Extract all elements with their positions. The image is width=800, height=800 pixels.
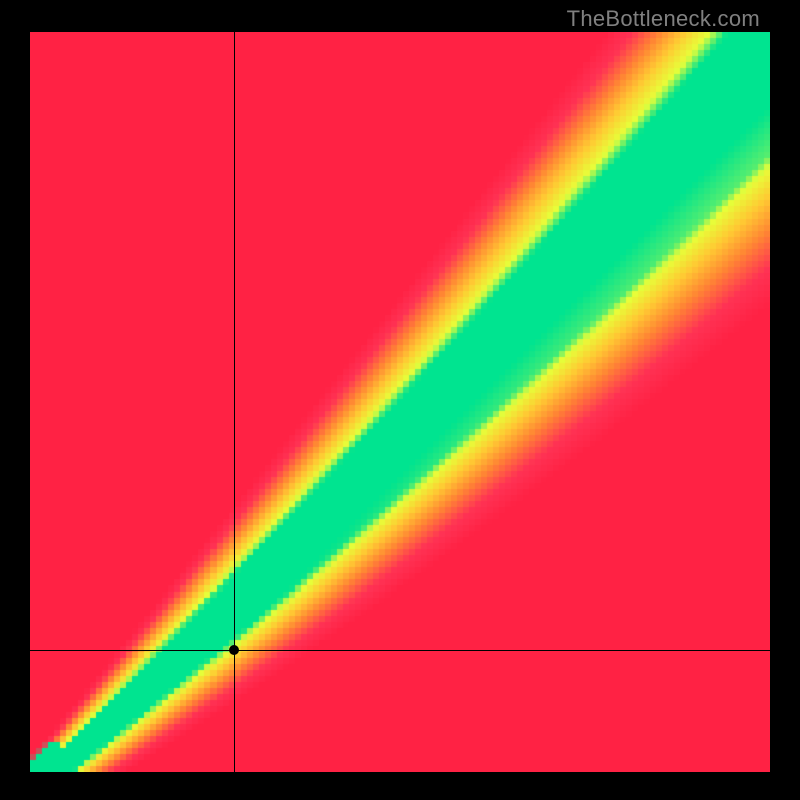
selection-marker: [229, 645, 239, 655]
crosshair-vertical: [234, 32, 235, 772]
crosshair-horizontal: [30, 650, 770, 651]
watermark-text: TheBottleneck.com: [567, 6, 760, 32]
bottleneck-heatmap: [30, 32, 770, 772]
heatmap-canvas: [30, 32, 770, 772]
